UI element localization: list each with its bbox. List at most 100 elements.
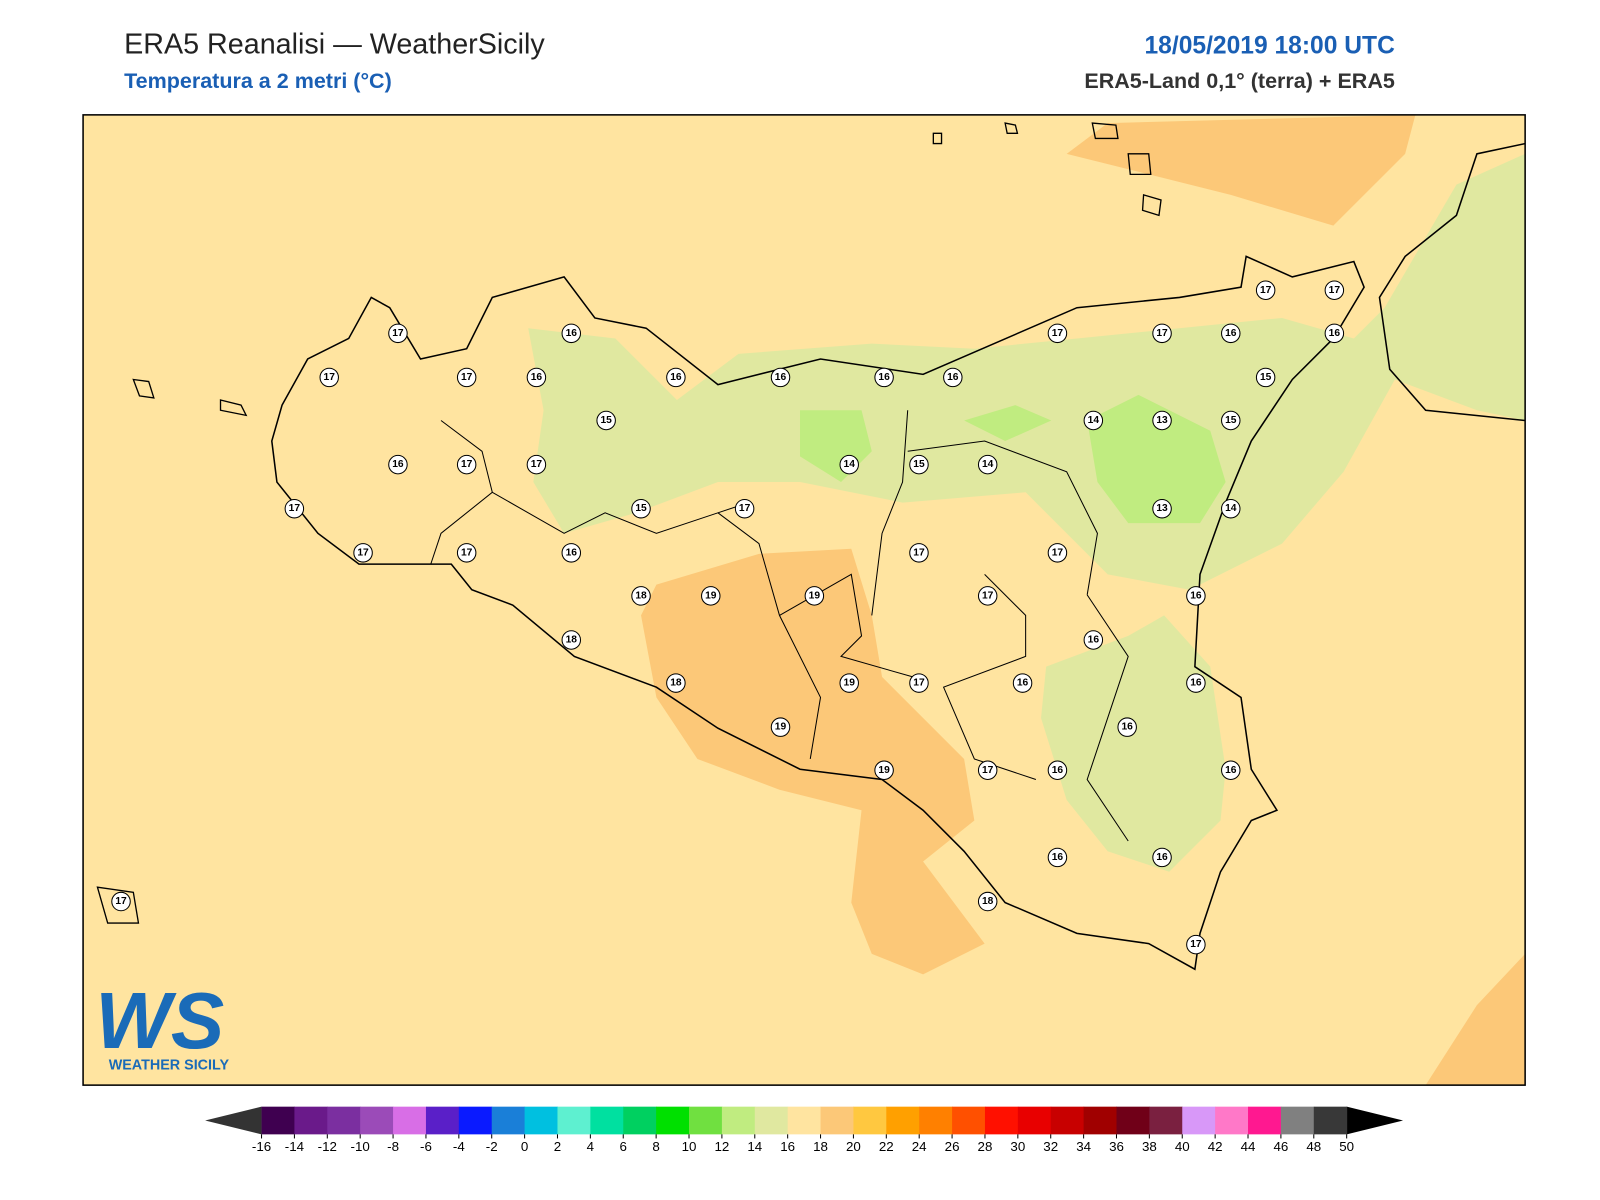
station: 14 <box>839 454 859 475</box>
station: 15 <box>909 454 929 475</box>
station-value: 17 <box>982 590 994 601</box>
station-value: 16 <box>1156 852 1168 863</box>
colorbar-segment <box>524 1106 558 1135</box>
station-marker <box>1221 410 1241 431</box>
station-marker <box>1221 760 1241 780</box>
colorbar-tick-label: -10 <box>351 1139 370 1154</box>
colorbar-tick-label: -4 <box>453 1139 465 1154</box>
station-value: 15 <box>913 459 925 470</box>
coastline <box>271 255 1365 971</box>
colorbar-tick-label: 14 <box>747 1139 762 1154</box>
station-value: 16 <box>566 547 578 558</box>
station-marker <box>909 673 929 693</box>
station: 17 <box>909 543 929 563</box>
station-value: 19 <box>775 722 787 733</box>
colorbar-segment <box>853 1106 887 1135</box>
colorbar-segment <box>689 1106 723 1135</box>
colorbar-tick-label: 26 <box>945 1139 960 1154</box>
colorbar-tick-label: 2 <box>554 1139 561 1154</box>
station-marker <box>770 367 791 388</box>
station-value: 16 <box>1121 722 1133 733</box>
station: 16 <box>666 367 686 388</box>
station: 16 <box>1186 586 1206 606</box>
logo-name: WEATHER SICILY <box>109 1058 230 1074</box>
colorbar-segment <box>360 1106 394 1135</box>
colorbar-segment <box>1083 1106 1118 1135</box>
station-value: 15 <box>1225 415 1237 426</box>
station: 13 <box>1152 498 1172 519</box>
station-marker <box>909 454 929 475</box>
station: 17 <box>526 454 547 475</box>
logo-mark: WS <box>95 976 224 1065</box>
colorbar-tick-label: -8 <box>387 1139 399 1154</box>
station-value: 14 <box>1225 503 1237 514</box>
station: 17 <box>1186 934 1206 955</box>
province-border <box>430 410 1129 842</box>
station-marker <box>1047 323 1068 344</box>
colorbar-tick-label: 24 <box>912 1139 927 1154</box>
station-marker <box>874 367 894 388</box>
station: 17 <box>734 498 755 519</box>
station: 15 <box>1221 410 1241 431</box>
station-value: 17 <box>1260 285 1272 296</box>
colorbar-tick-label: 32 <box>1043 1139 1058 1154</box>
cool-area <box>1041 615 1226 872</box>
station-value: 16 <box>1052 765 1064 776</box>
station-marker <box>874 760 894 780</box>
station-value: 17 <box>913 547 925 558</box>
colorbar-segment <box>623 1106 657 1135</box>
station: 19 <box>770 717 791 737</box>
station-marker <box>839 673 859 693</box>
station-value: 16 <box>878 372 890 383</box>
station-marker <box>1012 673 1033 693</box>
colorbar-segment <box>294 1106 328 1135</box>
station-marker <box>1047 847 1068 868</box>
colorbar-segment <box>1215 1106 1249 1135</box>
station: 15 <box>596 410 616 431</box>
station-value: 19 <box>878 765 890 776</box>
station-value: 15 <box>635 503 647 514</box>
station-marker <box>456 454 477 475</box>
colorbar-tick-label: 40 <box>1175 1139 1190 1154</box>
station-marker <box>456 543 477 563</box>
station-marker <box>596 410 616 431</box>
station: 16 <box>526 367 547 388</box>
station: 16 <box>943 367 963 388</box>
colorbar-segment <box>261 1106 295 1135</box>
station: 16 <box>1221 760 1241 780</box>
station: 16 <box>1152 847 1172 868</box>
station-value: 16 <box>1190 678 1202 689</box>
station-value: 17 <box>392 328 404 339</box>
colorbar-segment <box>1149 1106 1183 1135</box>
station-marker <box>701 586 721 606</box>
station-marker <box>388 454 408 475</box>
station-value: 17 <box>357 547 369 558</box>
station-marker <box>1083 630 1104 650</box>
colorbar-tick-label: 42 <box>1208 1139 1223 1154</box>
station-marker <box>353 543 373 563</box>
station-marker <box>909 543 929 563</box>
map-frame <box>82 114 1526 1086</box>
station-value: 14 <box>1088 415 1100 426</box>
warm-area <box>1425 953 1526 1086</box>
station: 17 <box>111 891 131 912</box>
station: 19 <box>701 586 721 606</box>
colorbar-segment <box>458 1106 493 1135</box>
colorbar-tick-label: -12 <box>318 1139 337 1154</box>
cooler-area <box>800 394 1226 524</box>
colorbar-segment <box>557 1106 591 1135</box>
colorbar-segment <box>1050 1106 1085 1135</box>
station-value: 16 <box>1225 765 1237 776</box>
colorbar-segment <box>1017 1106 1052 1135</box>
title: ERA5 Reanalisi — WeatherSicily <box>124 28 545 60</box>
station: 17 <box>1152 323 1172 344</box>
station-marker <box>977 760 998 780</box>
station: 17 <box>909 673 929 693</box>
station: 18 <box>561 630 582 650</box>
station-marker <box>1221 498 1241 519</box>
station: 17 <box>977 760 998 780</box>
colorbar-segment <box>820 1106 854 1135</box>
station-value: 17 <box>531 459 543 470</box>
colorbar-segment <box>952 1106 986 1135</box>
